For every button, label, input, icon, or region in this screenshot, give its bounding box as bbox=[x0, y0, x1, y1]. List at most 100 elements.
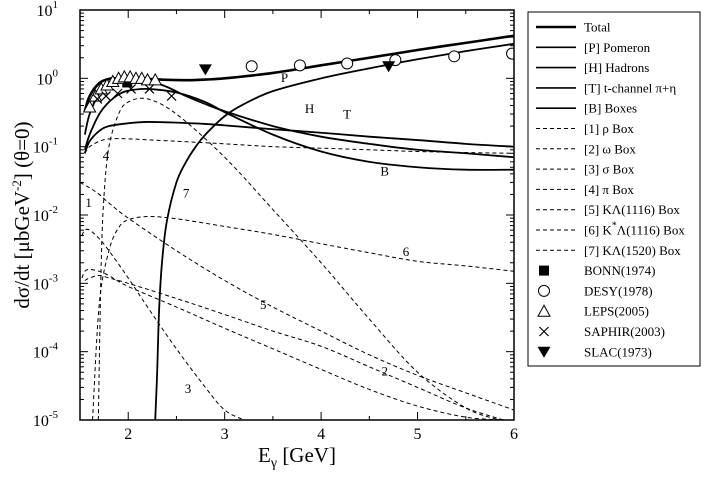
legend-label: [4] π Box bbox=[584, 182, 634, 197]
legend-item: [T] t-channel π+η bbox=[536, 80, 676, 95]
curve-label: P bbox=[281, 70, 288, 85]
legend-label: BONN(1974) bbox=[584, 263, 656, 278]
data-point-slac bbox=[382, 61, 396, 73]
series-omega bbox=[81, 268, 505, 420]
legend-marker-circle bbox=[538, 284, 550, 297]
legend-item: LEPS(2005) bbox=[537, 304, 649, 319]
y-tick-label: 100 bbox=[37, 67, 59, 88]
series-layer bbox=[80, 34, 514, 420]
x-tick-label: 2 bbox=[124, 426, 132, 443]
legend-item: Total bbox=[536, 20, 611, 35]
series-klambda bbox=[84, 275, 506, 420]
curve-label: 6 bbox=[403, 244, 410, 259]
legend-label: [H] Hadrons bbox=[584, 60, 649, 75]
legend-item: [4] π Box bbox=[536, 182, 634, 197]
plot-area: 2 3 4 5 6 10-5 10-4 10-3 10-2 10-1 100 101 P H T B 1 2 3 4… bbox=[33, 0, 518, 443]
legend-label: DESY(1978) bbox=[584, 283, 653, 298]
curve-label: B bbox=[380, 163, 389, 178]
legend-item: [B] Boxes bbox=[536, 101, 637, 116]
y-tick-label: 101 bbox=[37, 0, 59, 20]
y-tick-label: 10-2 bbox=[33, 204, 58, 225]
curve-label: 7 bbox=[183, 186, 190, 201]
legend-item: SLAC(1973) bbox=[537, 344, 652, 359]
series-rho bbox=[80, 181, 514, 411]
legend-label: [P] Pomeron bbox=[584, 40, 651, 55]
y-tick-label: 10-1 bbox=[33, 136, 58, 157]
legend-item: SAPHIR(2003) bbox=[539, 324, 665, 339]
y-axis-title-main: dσ/dt [μbGeV bbox=[10, 191, 34, 309]
curve-labels-layer: P H T B 1 2 3 4 5 6 7 bbox=[85, 70, 409, 396]
legend-item: [P] Pomeron bbox=[536, 40, 651, 55]
legend-label: [7] KΛ(1520) Box bbox=[584, 243, 681, 258]
axis-ticks: 2 3 4 5 6 10-5 10-4 10-3 10-2 10-1 100 101 bbox=[33, 0, 518, 443]
plot-frame bbox=[79, 9, 515, 421]
legend-item: [3] σ Box bbox=[536, 162, 635, 177]
data-point-saphir bbox=[144, 83, 155, 94]
y-tick-label: 10-3 bbox=[33, 272, 59, 293]
data-point-slac bbox=[198, 64, 212, 76]
series-k1520 bbox=[97, 97, 500, 420]
y-axis-title-superscript: -2 bbox=[9, 180, 24, 191]
data-point-saphir bbox=[101, 91, 111, 101]
curve-label: T bbox=[343, 106, 351, 121]
legend-label: LEPS(2005) bbox=[584, 304, 649, 319]
legend-label: Total bbox=[584, 20, 611, 35]
data-point-saphir bbox=[126, 83, 137, 94]
data-point-saphir bbox=[112, 88, 123, 99]
legend-item: BONN(1974) bbox=[539, 263, 656, 278]
curve-label: 4 bbox=[103, 148, 110, 163]
x-axis-title-main: E bbox=[258, 443, 271, 467]
y-axis-title: dσ/dt [μbGeV-2] (θ=0) bbox=[9, 121, 34, 308]
series-boxes bbox=[83, 87, 514, 171]
series-sigma bbox=[81, 228, 245, 420]
legend-label: [1] ρ Box bbox=[584, 121, 634, 136]
legend-item: [6] K*Λ(1116) Box bbox=[536, 221, 685, 238]
x-axis-title-unit: [GeV] bbox=[277, 443, 336, 467]
legend-label: SAPHIR(2003) bbox=[584, 324, 665, 339]
x-tick-label: 5 bbox=[414, 426, 422, 443]
series-pomeron bbox=[154, 42, 514, 420]
legend-item: [1] ρ Box bbox=[536, 121, 634, 136]
legend-label: [3] σ Box bbox=[584, 162, 635, 177]
data-point-desy bbox=[245, 60, 258, 73]
legend-marker-cross bbox=[539, 326, 549, 337]
data-point-desy bbox=[341, 57, 354, 70]
x-axis-title: Eγ [GeV] bbox=[258, 443, 336, 471]
legend-label: [T] t-channel π+η bbox=[584, 80, 676, 95]
data-point-desy bbox=[293, 59, 306, 72]
series-pi bbox=[84, 138, 514, 154]
legend-label: [2] ω Box bbox=[584, 141, 636, 156]
curve-label: 3 bbox=[185, 381, 192, 396]
curve-label: H bbox=[305, 101, 314, 116]
legend-items: Total [P] Pomeron [H] Hadrons [T] t-channel… bbox=[536, 20, 685, 359]
legend-label: SLAC(1973) bbox=[584, 344, 652, 359]
legend-label: [B] Boxes bbox=[584, 101, 637, 116]
legend-item: [2] ω Box bbox=[536, 141, 636, 156]
legend-item: [7] KΛ(1520) Box bbox=[536, 243, 681, 258]
curve-label: 5 bbox=[260, 297, 267, 312]
legend-label: [6] K*Λ(1116) Box bbox=[584, 221, 685, 238]
legend: Total [P] Pomeron [H] Hadrons [T] t-channel… bbox=[527, 11, 701, 367]
legend-item: [5] KΛ(1116) Box bbox=[536, 202, 680, 217]
x-tick-label: 3 bbox=[221, 426, 229, 443]
legend-marker-square bbox=[539, 265, 549, 276]
series-tchannel bbox=[83, 121, 514, 154]
x-tick-label: 6 bbox=[510, 426, 518, 443]
legend-item: [H] Hadrons bbox=[536, 60, 649, 75]
data-point-bonn bbox=[122, 77, 133, 88]
markers-layer bbox=[82, 47, 514, 113]
y-tick-label: 10-4 bbox=[33, 341, 59, 362]
series-total bbox=[83, 34, 514, 112]
curve-label: 2 bbox=[382, 363, 389, 378]
legend-marker-triangle bbox=[537, 304, 551, 317]
y-tick-label: 10-5 bbox=[33, 409, 59, 430]
data-point-saphir bbox=[92, 93, 103, 104]
legend-box bbox=[527, 11, 701, 367]
curve-label: 1 bbox=[85, 195, 92, 210]
data-point-desy bbox=[506, 47, 514, 60]
data-point-leps bbox=[148, 72, 163, 86]
series-kstar bbox=[92, 216, 514, 420]
legend-marker-triangle-down bbox=[537, 346, 551, 358]
legend-item: DESY(1978) bbox=[538, 283, 653, 298]
